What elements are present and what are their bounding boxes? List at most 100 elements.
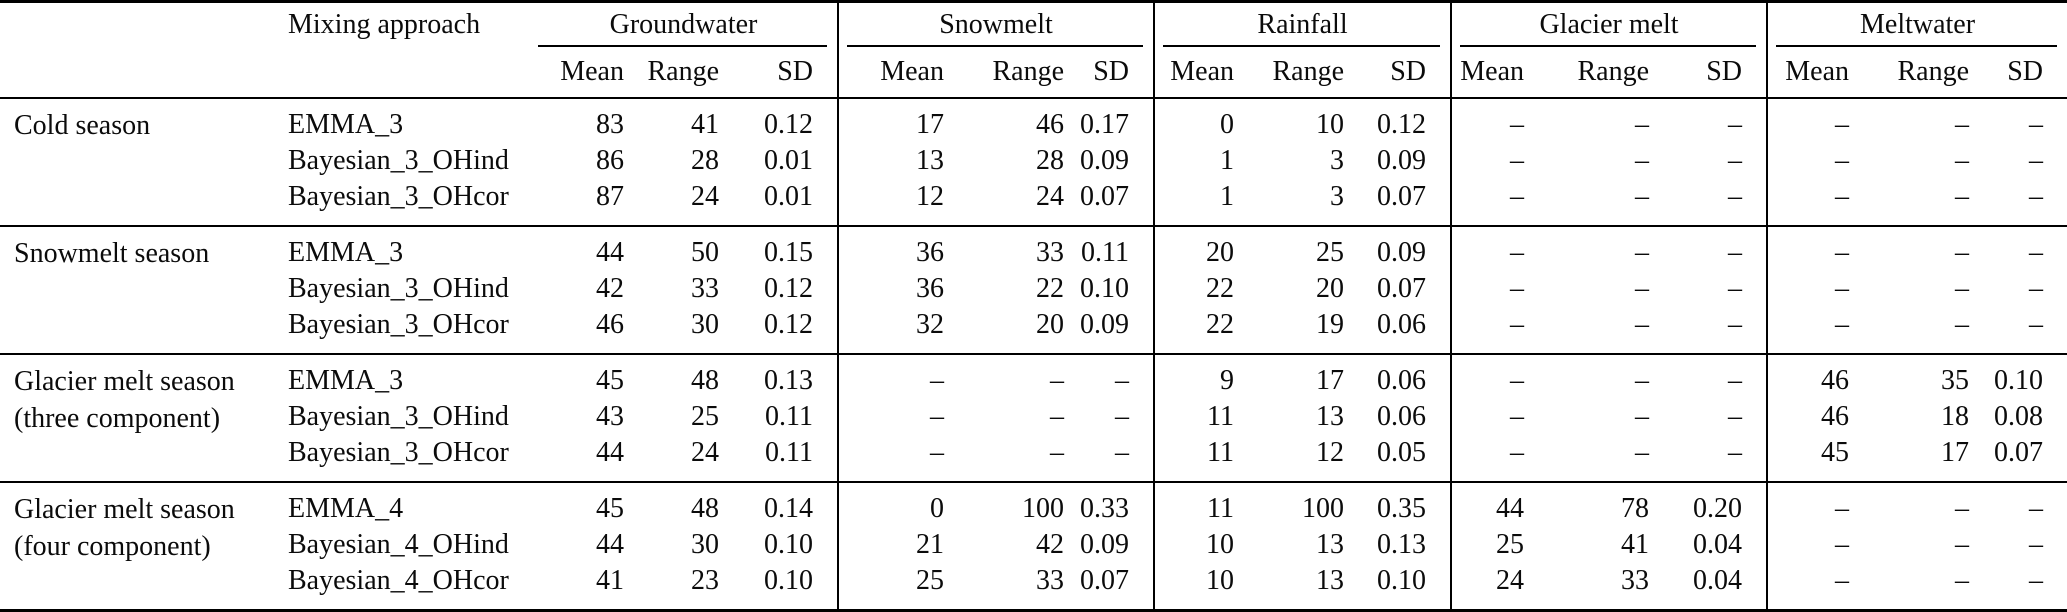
group-header-meltwater: Meltwater: [1766, 1, 2067, 47]
value-cell: 45: [596, 493, 624, 524]
group-header-snowmelt: Snowmelt: [836, 1, 1155, 47]
table-row: Bayesian_4_OHcor 41 23 0.10 25 33 0.07 10 13 0.10…: [0, 563, 2067, 611]
value-cell: 0.09: [1080, 309, 1130, 340]
season-section-3: Glacier melt season (four component) EMMA_…: [0, 482, 2067, 611]
value-cell: 22: [1153, 307, 1241, 354]
value-cell: 44: [596, 237, 624, 268]
value-cell: –: [1728, 237, 1743, 268]
table-row: Glacier melt season (four component) EMMA_…: [0, 482, 2067, 562]
value-cell: –: [1728, 437, 1743, 468]
value-cell: 36: [837, 226, 950, 271]
value-cell: 0.08: [1994, 401, 2044, 432]
value-cell: 41: [691, 109, 719, 140]
value-cell: 0.04: [1693, 529, 1743, 560]
season-label: Cold season: [0, 98, 280, 226]
value-cell: 0.09: [1377, 145, 1427, 176]
value-cell: –: [1728, 181, 1743, 212]
mixing-approach-cell: EMMA_3: [288, 109, 404, 140]
value-cell: –: [2029, 493, 2044, 524]
value-cell: 12: [1316, 437, 1345, 468]
table-row: Cold season EMMA_3 83 41 0.12 17 46 0.17 0 10 0.12…: [0, 98, 2067, 143]
value-cell: –: [1050, 365, 1064, 396]
value-cell: 22: [1153, 271, 1241, 307]
col-header-glacier-melt-mean: Mean: [1450, 47, 1531, 99]
value-cell: 13: [1316, 401, 1345, 432]
season-label-line2: (three component): [14, 403, 221, 434]
table-row: Bayesian_3_OHcor 87 24 0.01 12 24 0.07 1 3 0.07– –…: [0, 179, 2067, 226]
value-cell: –: [1635, 181, 1650, 212]
value-cell: 44: [596, 529, 624, 560]
value-cell: –: [1955, 529, 1970, 560]
value-cell: –: [1766, 226, 1856, 271]
col-header-groundwater-mean: Mean: [530, 47, 630, 99]
value-cell: 0.10: [764, 529, 813, 560]
value-cell: 0.10: [1994, 365, 2044, 396]
season-label-line2: (four component): [14, 531, 211, 562]
season-label-line1: Cold season: [14, 110, 151, 141]
value-cell: 0.04: [1693, 565, 1743, 596]
season-section-2: Glacier melt season (three component) EMMA…: [0, 354, 2067, 482]
table-row: Bayesian_3_OHcor 44 24 0.11– – –11 12 0.05– – –45…: [0, 435, 2067, 482]
value-cell: –: [1635, 365, 1650, 396]
col-header-groundwater-sd: SD: [725, 47, 838, 99]
value-cell: 78: [1621, 493, 1650, 524]
value-cell: –: [1450, 435, 1531, 482]
value-cell: 33: [691, 273, 719, 304]
value-cell: 17: [1316, 365, 1345, 396]
value-cell: 3: [1330, 145, 1345, 176]
value-cell: –: [1728, 109, 1743, 140]
value-cell: 30: [691, 309, 719, 340]
table-row: Snowmelt season EMMA_3 44 50 0.15 36 33 0.11 20 2…: [0, 226, 2067, 271]
value-cell: –: [1955, 565, 1970, 596]
value-cell: –: [1766, 482, 1856, 527]
value-cell: 13: [1316, 529, 1345, 560]
value-cell: 21: [837, 527, 950, 563]
value-cell: –: [1450, 179, 1531, 226]
value-cell: 25: [1450, 527, 1531, 563]
value-cell: 0.12: [764, 109, 813, 140]
value-cell: 0.05: [1377, 437, 1427, 468]
value-cell: –: [1450, 226, 1531, 271]
value-cell: 20: [1316, 273, 1345, 304]
value-cell: 11: [1153, 482, 1241, 527]
season-label-line1: Snowmelt season: [14, 238, 210, 269]
value-cell: –: [1728, 401, 1743, 432]
value-cell: –: [2029, 181, 2044, 212]
value-cell: 0.07: [1080, 565, 1130, 596]
season-label: Glacier melt season (three component): [0, 354, 280, 482]
value-cell: 0.07: [1080, 181, 1130, 212]
value-cell: 0.01: [764, 181, 813, 212]
col-header-groundwater-range: Range: [630, 47, 725, 99]
empty-cell: [280, 47, 530, 99]
group-header-groundwater: Groundwater: [530, 2, 838, 48]
value-cell: –: [1450, 271, 1531, 307]
table-row: Bayesian_4_OHind 44 30 0.10 21 42 0.09 10 13 0.13…: [0, 527, 2067, 563]
value-cell: 0.14: [764, 493, 813, 524]
value-cell: –: [2029, 145, 2044, 176]
value-cell: –: [1050, 401, 1064, 432]
value-cell: –: [1955, 493, 1970, 524]
group-header-row: Mixing approach Groundwater Snowmelt Rai…: [0, 1, 2067, 48]
value-cell: 0.09: [1080, 145, 1130, 176]
col-header-rainfall-range: Range: [1240, 47, 1351, 99]
value-cell: –: [1450, 143, 1531, 179]
value-cell: 20: [1036, 309, 1064, 340]
col-header-snowmelt-mean: Mean: [837, 47, 950, 99]
value-cell: 100: [1302, 493, 1345, 524]
value-cell: 0.09: [1080, 529, 1130, 560]
table-row: Bayesian_3_OHind 43 25 0.11– – –11 13 0.06– – –46…: [0, 399, 2067, 435]
value-cell: –: [2029, 565, 2044, 596]
mixing-approach-cell: Bayesian_3_OHcor: [288, 309, 509, 340]
value-cell: 0.07: [1994, 437, 2044, 468]
value-cell: 19: [1316, 309, 1345, 340]
value-cell: –: [1766, 271, 1856, 307]
empty-cell: [0, 47, 280, 99]
value-cell: –: [1050, 437, 1064, 468]
value-cell: 17: [1941, 437, 1970, 468]
value-cell: 45: [596, 365, 624, 396]
value-cell: 0.12: [764, 273, 813, 304]
value-cell: 0: [1153, 98, 1241, 143]
col-header-meltwater-mean: Mean: [1766, 47, 1856, 99]
value-cell: 12: [837, 179, 950, 226]
